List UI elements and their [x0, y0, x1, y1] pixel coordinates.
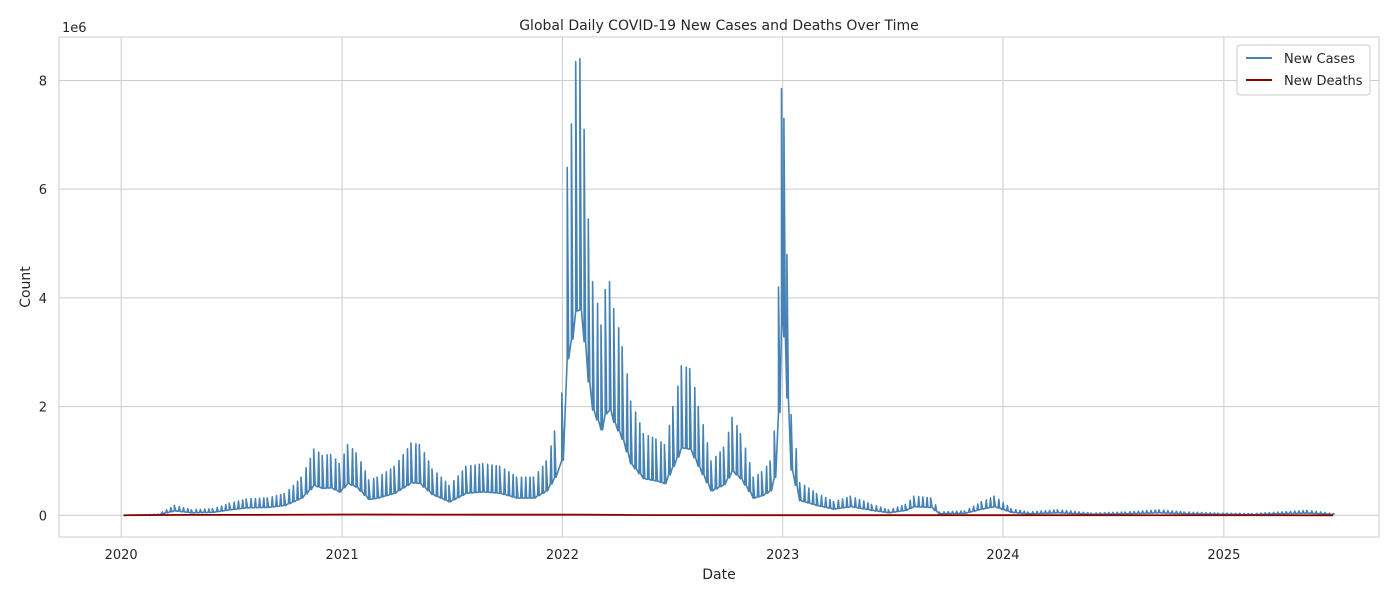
y-tick-label: 2	[39, 401, 47, 416]
plot-frame	[58, 36, 1380, 538]
legend-label-new-deaths: New Deaths	[1284, 74, 1363, 89]
tick-labels: 2020 2021 2022 2023 2024 2025 0 2 4 6 8	[39, 74, 1241, 563]
y-tick-label: 6	[39, 183, 47, 198]
series-line-new-cases	[123, 57, 1336, 517]
x-tick-label: 2020	[105, 548, 138, 563]
y-axis-offset-label: 1e6	[62, 21, 87, 36]
y-tick-label: 4	[39, 292, 47, 307]
y-tick-label: 0	[39, 509, 47, 524]
x-tick-label: 2022	[546, 548, 579, 563]
series-line-new-deaths	[123, 513, 1334, 517]
x-axis-title: Date	[702, 567, 735, 583]
y-tick-label: 8	[39, 74, 47, 89]
x-tick-label: 2025	[1207, 548, 1240, 563]
legend-label-new-cases: New Cases	[1284, 52, 1355, 67]
y-axis-title: Count	[18, 266, 34, 308]
chart-title: Global Daily COVID-19 New Cases and Deat…	[519, 18, 919, 34]
x-tick-label: 2023	[766, 548, 799, 563]
series-lines	[123, 57, 1336, 517]
x-tick-label: 2024	[986, 548, 1019, 563]
plot-area	[59, 37, 1379, 537]
x-tick-label: 2021	[326, 548, 359, 563]
legend: New Cases New Deaths	[1236, 44, 1371, 96]
